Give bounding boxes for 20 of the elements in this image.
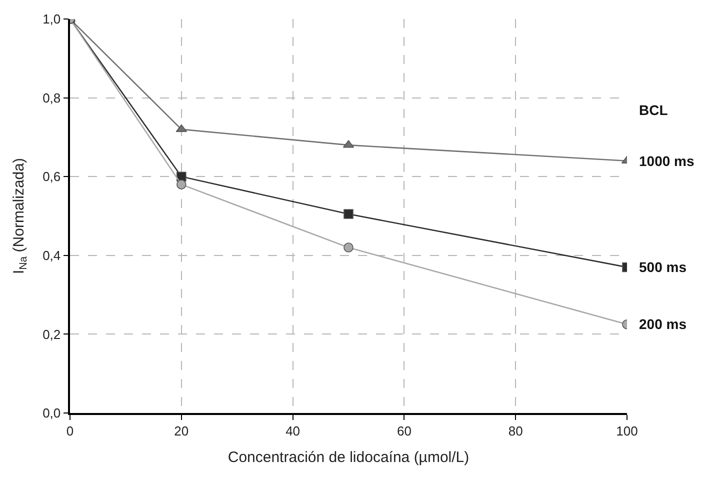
x-tick-label: 0 (66, 423, 74, 438)
y-tick-label: 0,6 (42, 169, 61, 184)
x-tick-label: 20 (174, 423, 189, 438)
y-tick-label: 0,0 (42, 406, 61, 421)
x-tick-label: 60 (396, 423, 412, 438)
point (176, 180, 186, 190)
x-axis-title: Concentración de lidocaína (µmol/L) (228, 448, 470, 466)
x-tick-label: 40 (286, 423, 300, 438)
y-tick-label: 1,0 (42, 12, 61, 27)
point (344, 242, 354, 252)
legend-title: BCL (639, 102, 668, 118)
series-label: 1000 ms (639, 153, 694, 169)
y-tick-label: 0,2 (42, 326, 61, 342)
series-label: 500 ms (639, 259, 687, 275)
x-tick-label: 100 (616, 423, 638, 438)
y-tick-label: 0,8 (42, 90, 61, 106)
x-tick-label: 80 (508, 423, 523, 438)
series-label: 200 ms (639, 316, 687, 332)
y-tick-label: 0,4 (42, 248, 61, 263)
point (344, 209, 354, 219)
